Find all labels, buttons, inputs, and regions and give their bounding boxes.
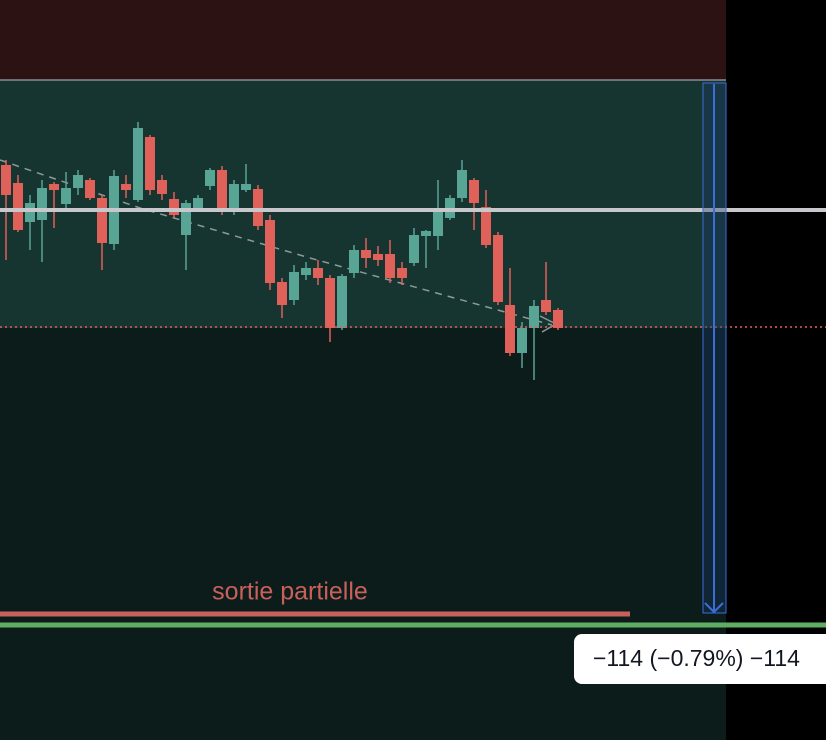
candle — [145, 135, 155, 195]
candle — [325, 275, 335, 342]
candle — [313, 260, 323, 285]
candle — [61, 172, 71, 210]
candle — [25, 195, 35, 250]
candle — [373, 246, 383, 266]
candle — [49, 182, 59, 228]
candle — [337, 274, 347, 330]
candle — [529, 300, 539, 380]
candle — [37, 180, 47, 262]
candles — [1, 122, 563, 380]
candle — [469, 178, 479, 230]
price-scale — [726, 0, 826, 740]
candle — [289, 265, 299, 305]
candle — [277, 278, 287, 318]
candle — [505, 268, 515, 356]
candle — [253, 185, 263, 230]
candle — [397, 262, 407, 285]
candle — [421, 230, 431, 268]
candle — [97, 195, 107, 270]
candle — [301, 262, 311, 280]
candle — [13, 175, 23, 232]
candle — [133, 122, 143, 202]
candle — [553, 308, 563, 330]
measure-arrow — [704, 602, 724, 614]
candle — [361, 238, 371, 268]
measure-label-box — [574, 634, 826, 684]
candle — [433, 180, 443, 250]
candle — [541, 262, 551, 315]
candle — [157, 175, 167, 200]
candle — [493, 232, 503, 305]
candle — [349, 245, 359, 278]
candle — [73, 170, 83, 195]
candle — [445, 195, 455, 220]
candle — [169, 192, 179, 218]
candle — [121, 175, 131, 198]
candle — [205, 168, 215, 190]
loss-zone — [0, 0, 726, 80]
candle — [409, 228, 419, 266]
candle — [241, 164, 251, 192]
trend-line — [0, 159, 553, 326]
annotation-label: sortie partielle — [212, 578, 368, 606]
candle — [481, 190, 491, 248]
measure-label: −114 (−0.79%) −114 — [593, 645, 800, 671]
profit-zone — [0, 80, 726, 328]
candle — [385, 240, 395, 283]
candle — [517, 322, 527, 368]
candle — [457, 160, 467, 202]
candle — [265, 215, 275, 290]
candle — [217, 166, 227, 215]
candle — [85, 178, 95, 200]
